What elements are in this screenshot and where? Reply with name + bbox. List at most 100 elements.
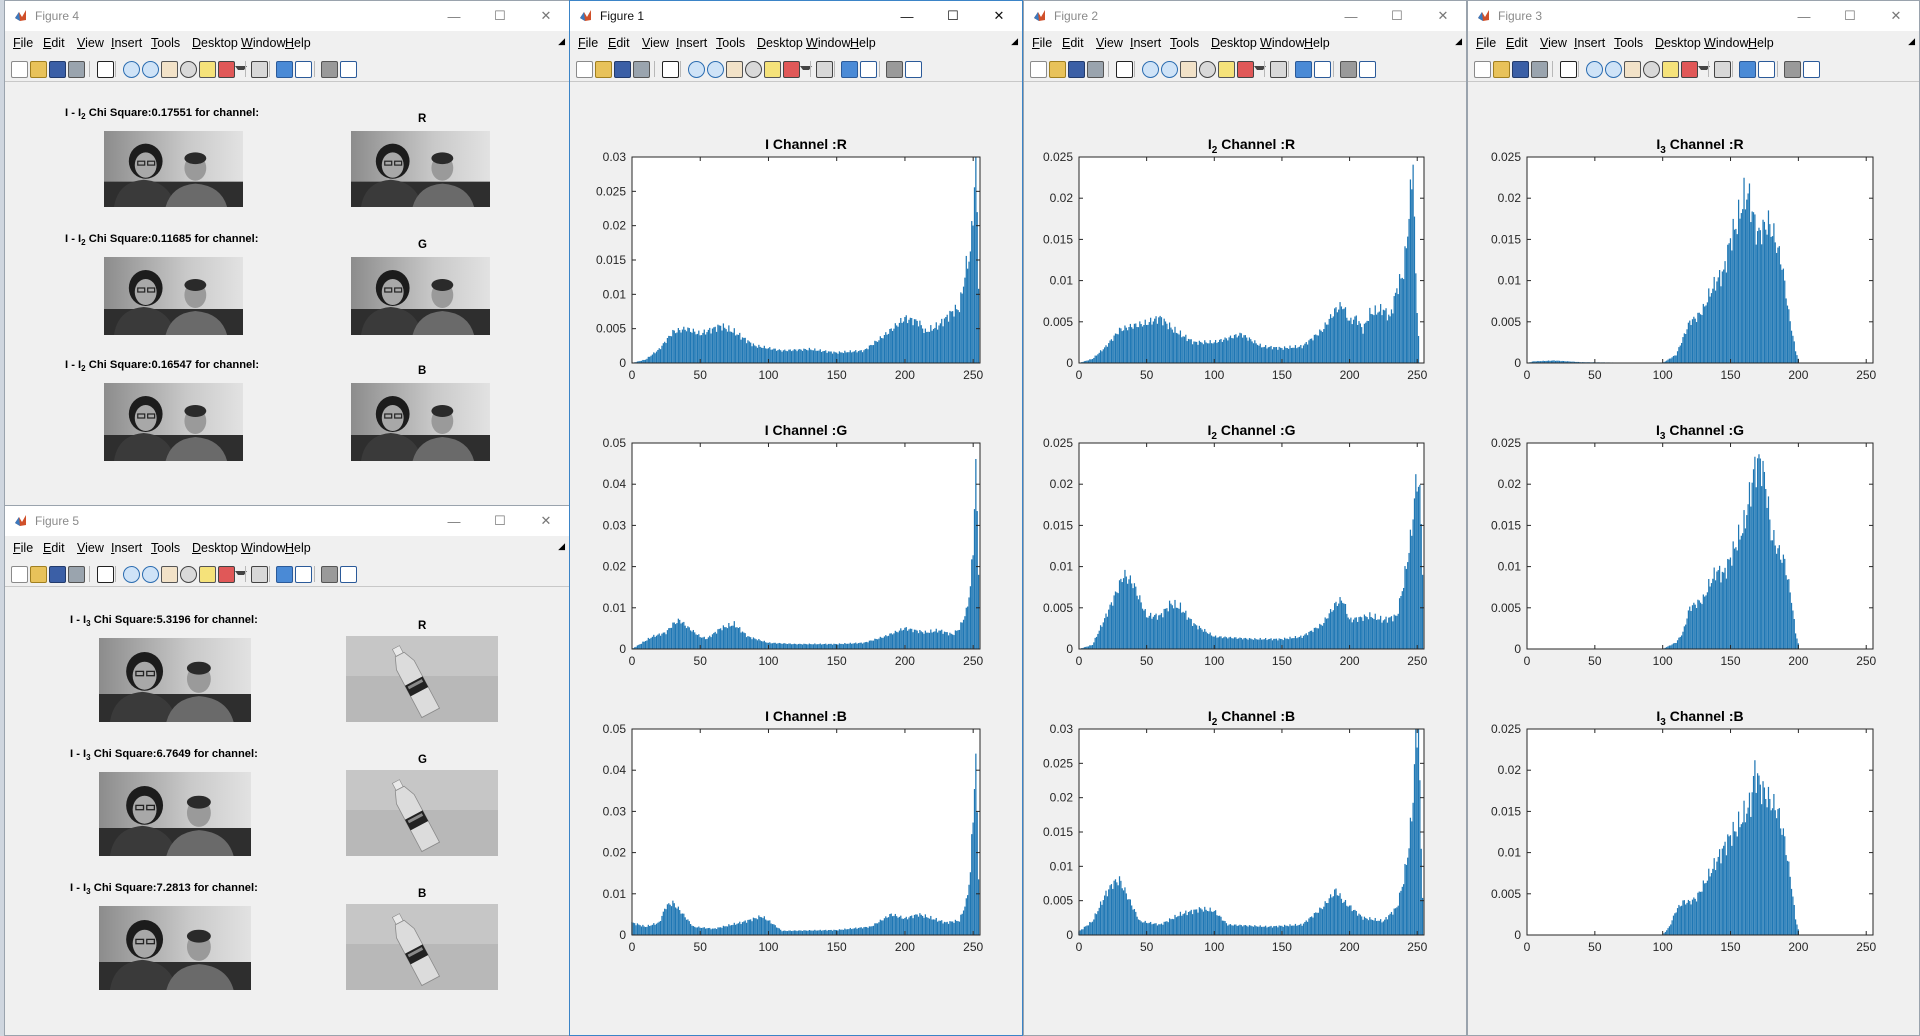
maximize-icon[interactable]: ☐ bbox=[1391, 8, 1403, 23]
menu-tools[interactable]: Tools bbox=[1170, 36, 1200, 50]
menu-window[interactable]: Window bbox=[806, 36, 851, 50]
data-cursor-icon[interactable] bbox=[764, 61, 781, 78]
menu-help[interactable]: Help bbox=[1748, 36, 1774, 50]
pan-icon[interactable] bbox=[1180, 61, 1197, 78]
hide-plot-tools-icon[interactable] bbox=[886, 61, 903, 78]
zoom-in-icon[interactable] bbox=[1142, 61, 1159, 78]
menu-help[interactable]: Help bbox=[285, 36, 311, 50]
menu-edit[interactable]: Edit bbox=[608, 36, 630, 50]
menu-overflow-icon[interactable]: ◢ bbox=[1455, 36, 1462, 46]
menu-overflow-icon[interactable]: ◢ bbox=[1011, 36, 1018, 46]
menu-file[interactable]: File bbox=[1476, 36, 1497, 50]
zoom-in-icon[interactable] bbox=[1586, 61, 1603, 78]
data-cursor-icon[interactable] bbox=[199, 566, 216, 583]
open-file-icon[interactable] bbox=[1049, 61, 1066, 78]
new-figure-icon[interactable] bbox=[1474, 61, 1491, 78]
colorbar-icon[interactable] bbox=[276, 566, 293, 583]
rotate-icon[interactable] bbox=[1199, 61, 1216, 78]
menu-tools[interactable]: Tools bbox=[151, 36, 181, 50]
save-icon[interactable] bbox=[49, 566, 66, 583]
print-icon[interactable] bbox=[68, 61, 85, 78]
show-plot-tools-icon[interactable] bbox=[1359, 61, 1376, 78]
open-file-icon[interactable] bbox=[595, 61, 612, 78]
menu-tools[interactable]: Tools bbox=[716, 36, 746, 50]
menu-file[interactable]: File bbox=[13, 541, 34, 555]
maximize-icon[interactable]: ☐ bbox=[947, 8, 959, 23]
brush-dropdown-icon[interactable] bbox=[235, 66, 247, 76]
select-arrow-icon[interactable] bbox=[662, 61, 679, 78]
figure2-titlebar[interactable]: Figure 2 — ☐ ✕ bbox=[1024, 1, 1466, 31]
menu-window[interactable]: Window bbox=[241, 36, 286, 50]
close-icon[interactable]: ✕ bbox=[1437, 8, 1449, 23]
menu-desktop[interactable]: Desktop bbox=[192, 36, 238, 50]
figure3-titlebar[interactable]: Figure 3 — ☐ ✕ bbox=[1468, 1, 1919, 31]
brush-icon[interactable] bbox=[1681, 61, 1698, 78]
figure3-window[interactable]: Figure 3 — ☐ ✕ File Edit View Insert Tools De… bbox=[1467, 0, 1920, 1036]
menu-insert[interactable]: Insert bbox=[111, 36, 143, 50]
zoom-in-icon[interactable] bbox=[123, 566, 140, 583]
new-figure-icon[interactable] bbox=[1030, 61, 1047, 78]
menu-help[interactable]: Help bbox=[850, 36, 876, 50]
show-plot-tools-icon[interactable] bbox=[1803, 61, 1820, 78]
print-icon[interactable] bbox=[633, 61, 650, 78]
hide-plot-tools-icon[interactable] bbox=[1340, 61, 1357, 78]
open-file-icon[interactable] bbox=[30, 566, 47, 583]
data-cursor-icon[interactable] bbox=[199, 61, 216, 78]
menu-desktop[interactable]: Desktop bbox=[192, 541, 238, 555]
figure4-titlebar[interactable]: Figure 4 — ☐ ✕ bbox=[5, 1, 569, 31]
brush-dropdown-icon[interactable] bbox=[1254, 66, 1266, 76]
close-icon[interactable]: ✕ bbox=[540, 513, 552, 528]
menu-view[interactable]: View bbox=[1096, 36, 1123, 50]
show-plot-tools-icon[interactable] bbox=[905, 61, 922, 78]
save-icon[interactable] bbox=[614, 61, 631, 78]
brush-dropdown-icon[interactable] bbox=[1698, 66, 1710, 76]
menu-window[interactable]: Window bbox=[241, 541, 286, 555]
brush-icon[interactable] bbox=[783, 61, 800, 78]
pan-icon[interactable] bbox=[161, 61, 178, 78]
brush-icon[interactable] bbox=[218, 61, 235, 78]
rotate-icon[interactable] bbox=[1643, 61, 1660, 78]
colorbar-icon[interactable] bbox=[841, 61, 858, 78]
minimize-icon[interactable]: — bbox=[1797, 8, 1811, 24]
link-plot-icon[interactable] bbox=[816, 61, 833, 78]
maximize-icon[interactable]: ☐ bbox=[494, 8, 506, 23]
save-icon[interactable] bbox=[1512, 61, 1529, 78]
figure5-titlebar[interactable]: Figure 5 — ☐ ✕ bbox=[5, 506, 569, 536]
menu-desktop[interactable]: Desktop bbox=[757, 36, 803, 50]
legend-icon[interactable] bbox=[1314, 61, 1331, 78]
menu-window[interactable]: Window bbox=[1704, 36, 1749, 50]
zoom-out-icon[interactable] bbox=[142, 61, 159, 78]
menu-desktop[interactable]: Desktop bbox=[1655, 36, 1701, 50]
legend-icon[interactable] bbox=[295, 61, 312, 78]
menu-view[interactable]: View bbox=[642, 36, 669, 50]
figure1-titlebar[interactable]: Figure 1 — ☐ ✕ bbox=[570, 1, 1022, 31]
link-plot-icon[interactable] bbox=[251, 61, 268, 78]
menu-edit[interactable]: Edit bbox=[1506, 36, 1528, 50]
minimize-icon[interactable]: — bbox=[447, 513, 461, 529]
brush-icon[interactable] bbox=[218, 566, 235, 583]
figure4-window[interactable]: Figure 4 — ☐ ✕ File Edit View Insert Tools De… bbox=[4, 0, 570, 506]
show-plot-tools-icon[interactable] bbox=[340, 566, 357, 583]
legend-icon[interactable] bbox=[860, 61, 877, 78]
print-icon[interactable] bbox=[1531, 61, 1548, 78]
link-plot-icon[interactable] bbox=[251, 566, 268, 583]
menu-file[interactable]: File bbox=[578, 36, 599, 50]
save-icon[interactable] bbox=[49, 61, 66, 78]
zoom-in-icon[interactable] bbox=[688, 61, 705, 78]
pan-icon[interactable] bbox=[161, 566, 178, 583]
new-figure-icon[interactable] bbox=[576, 61, 593, 78]
menu-help[interactable]: Help bbox=[285, 541, 311, 555]
select-arrow-icon[interactable] bbox=[97, 566, 114, 583]
pan-icon[interactable] bbox=[1624, 61, 1641, 78]
hide-plot-tools-icon[interactable] bbox=[321, 566, 338, 583]
zoom-out-icon[interactable] bbox=[707, 61, 724, 78]
new-figure-icon[interactable] bbox=[11, 566, 28, 583]
menu-window[interactable]: Window bbox=[1260, 36, 1305, 50]
colorbar-icon[interactable] bbox=[1295, 61, 1312, 78]
menu-edit[interactable]: Edit bbox=[1062, 36, 1084, 50]
menu-file[interactable]: File bbox=[1032, 36, 1053, 50]
link-plot-icon[interactable] bbox=[1270, 61, 1287, 78]
menu-view[interactable]: View bbox=[77, 541, 104, 555]
minimize-icon[interactable]: — bbox=[447, 8, 461, 24]
figure1-window[interactable]: Figure 1 — ☐ ✕ File Edit View Insert Tools De… bbox=[569, 0, 1023, 1036]
